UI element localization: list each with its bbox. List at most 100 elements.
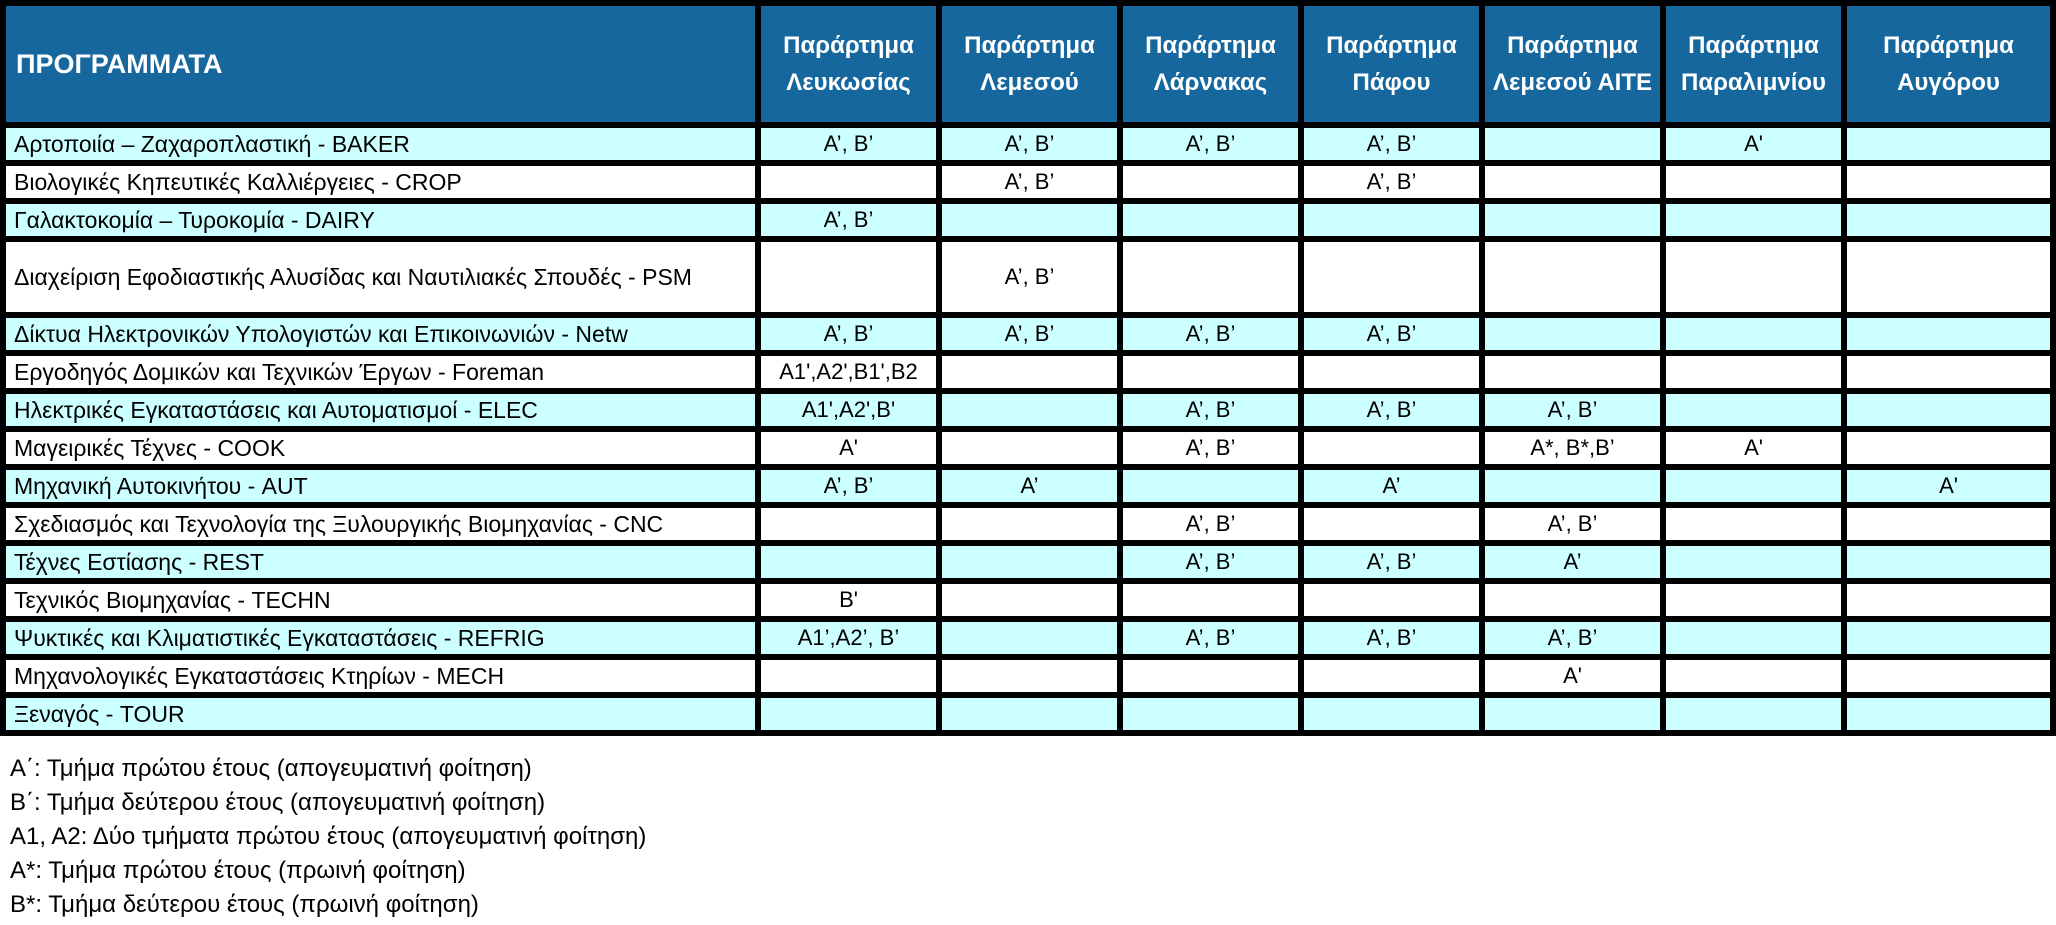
value-cell <box>1123 660 1298 692</box>
program-cell: Μαγειρικές Τέχνες - COOK <box>6 432 755 464</box>
value-cell <box>1304 204 1479 236</box>
program-cell: Διαχείριση Εφοδιαστικής Αλυσίδας και Ναυ… <box>6 242 755 312</box>
legend-line-1: Α΄: Τμήμα πρώτου έτους (απογευματινή φοί… <box>10 755 532 782</box>
value-cell <box>942 698 1117 730</box>
value-cell: Α’, Β’ <box>761 470 936 502</box>
value-cell: Α’, Β’ <box>942 318 1117 350</box>
column-header-4: Παράρτημα Πάφου <box>1304 6 1479 122</box>
value-cell: Α’, Β’ <box>761 204 936 236</box>
value-cell: Α’, Β’ <box>942 166 1117 198</box>
value-cell <box>942 432 1117 464</box>
column-header-1: Παράρτημα Λευκωσίας <box>761 6 936 122</box>
value-cell: Α’, Β’ <box>1304 128 1479 160</box>
program-cell: Εργοδηγός Δομικών και Τεχνικών Έργων - F… <box>6 356 755 388</box>
value-cell <box>942 584 1117 616</box>
value-cell: Α’ <box>942 470 1117 502</box>
value-cell <box>1123 470 1298 502</box>
value-cell: Α’, Β’ <box>1123 432 1298 464</box>
program-cell: Τέχνες Εστίασης - REST <box>6 546 755 578</box>
value-cell <box>761 698 936 730</box>
value-cell <box>1847 508 2050 540</box>
program-cell: Γαλακτοκομία – Τυροκομία - DAIRY <box>6 204 755 236</box>
value-cell <box>942 394 1117 426</box>
value-cell <box>1666 584 1841 616</box>
value-cell <box>761 242 936 312</box>
value-cell: Α’, Β’ <box>1123 318 1298 350</box>
value-cell <box>1847 660 2050 692</box>
program-cell: Δίκτυα Ηλεκτρονικών Υπολογιστών και Επικ… <box>6 318 755 350</box>
value-cell <box>942 546 1117 578</box>
value-cell: A1’,A2’, Β’ <box>761 622 936 654</box>
value-cell <box>1304 698 1479 730</box>
value-cell: Α’, Β’ <box>1123 546 1298 578</box>
value-cell: Α' <box>1666 128 1841 160</box>
value-cell <box>1666 242 1841 312</box>
program-cell: Σχεδιασμός και Τεχνολογία της Ξυλουργική… <box>6 508 755 540</box>
value-cell: Α’, Β’ <box>942 242 1117 312</box>
value-cell <box>1304 660 1479 692</box>
programs-header-cell: ΠΡΟΓΡΑΜΜΑΤΑ <box>6 6 755 122</box>
value-cell <box>1485 698 1660 730</box>
value-cell <box>1123 204 1298 236</box>
program-cell: Τεχνικός Βιομηχανίας - TECHN <box>6 584 755 616</box>
value-cell <box>1666 546 1841 578</box>
value-cell: Α’, Β’ <box>1304 622 1479 654</box>
value-cell <box>1847 204 2050 236</box>
value-cell: Α' <box>761 432 936 464</box>
value-cell <box>1666 204 1841 236</box>
value-cell <box>1666 622 1841 654</box>
value-cell: B' <box>761 584 936 616</box>
value-cell: Α’, Β’ <box>1123 508 1298 540</box>
value-cell <box>1304 432 1479 464</box>
value-cell: Α’, Β’ <box>1123 394 1298 426</box>
program-cell: Βιολογικές Κηπευτικές Καλλιέργειες - CRO… <box>6 166 755 198</box>
value-cell <box>1847 698 2050 730</box>
column-header-3: Παράρτημα Λάρνακας <box>1123 6 1298 122</box>
legend: Α΄: Τμήμα πρώτου έτους (απογευματινή φοί… <box>10 752 646 922</box>
program-cell: Αρτοποιία – Ζαχαροπλαστική - BAKER <box>6 128 755 160</box>
column-header-5: Παράρτημα Λεμεσού ΑΙΤΕ <box>1485 6 1660 122</box>
value-cell <box>942 660 1117 692</box>
value-cell <box>1666 318 1841 350</box>
value-cell <box>1123 698 1298 730</box>
value-cell <box>1304 356 1479 388</box>
value-cell <box>1485 242 1660 312</box>
program-cell: Ξεναγός - TOUR <box>6 698 755 730</box>
value-cell <box>1485 128 1660 160</box>
value-cell <box>1485 166 1660 198</box>
program-cell: Ψυκτικές και Κλιματιστικές Εγκαταστάσεις… <box>6 622 755 654</box>
program-cell: Ηλεκτρικές Εγκαταστάσεις και Αυτοματισμο… <box>6 394 755 426</box>
value-cell <box>1847 166 2050 198</box>
value-cell <box>1847 622 2050 654</box>
column-header-7: Παράρτημα Αυγόρου <box>1847 6 2050 122</box>
value-cell: Α’, Β’ <box>1304 546 1479 578</box>
value-cell: Α*, Β*,Β’ <box>1485 432 1660 464</box>
value-cell: Α’, Β’ <box>1485 622 1660 654</box>
value-cell <box>1485 470 1660 502</box>
value-cell <box>1666 698 1841 730</box>
value-cell <box>942 508 1117 540</box>
value-cell <box>761 546 936 578</box>
value-cell: Α’ <box>1485 546 1660 578</box>
value-cell <box>1847 356 2050 388</box>
value-cell <box>1304 584 1479 616</box>
legend-line-5: Β*: Τμήμα δεύτερου έτους (πρωινή φοίτηση… <box>10 891 479 918</box>
value-cell: Α’, Β’ <box>761 318 936 350</box>
value-cell: Α’, Β’ <box>1485 394 1660 426</box>
value-cell: Α' <box>1666 432 1841 464</box>
value-cell <box>1666 508 1841 540</box>
value-cell <box>1304 508 1479 540</box>
value-cell: A1',A2',B1',B2 <box>761 356 936 388</box>
value-cell <box>942 204 1117 236</box>
value-cell <box>1847 318 2050 350</box>
value-cell: Α’, Β’ <box>1485 508 1660 540</box>
value-cell <box>1485 204 1660 236</box>
value-cell <box>1123 584 1298 616</box>
value-cell <box>1123 242 1298 312</box>
value-cell <box>1123 166 1298 198</box>
value-cell <box>1123 356 1298 388</box>
value-cell <box>1485 584 1660 616</box>
value-cell <box>761 166 936 198</box>
value-cell <box>1847 394 2050 426</box>
